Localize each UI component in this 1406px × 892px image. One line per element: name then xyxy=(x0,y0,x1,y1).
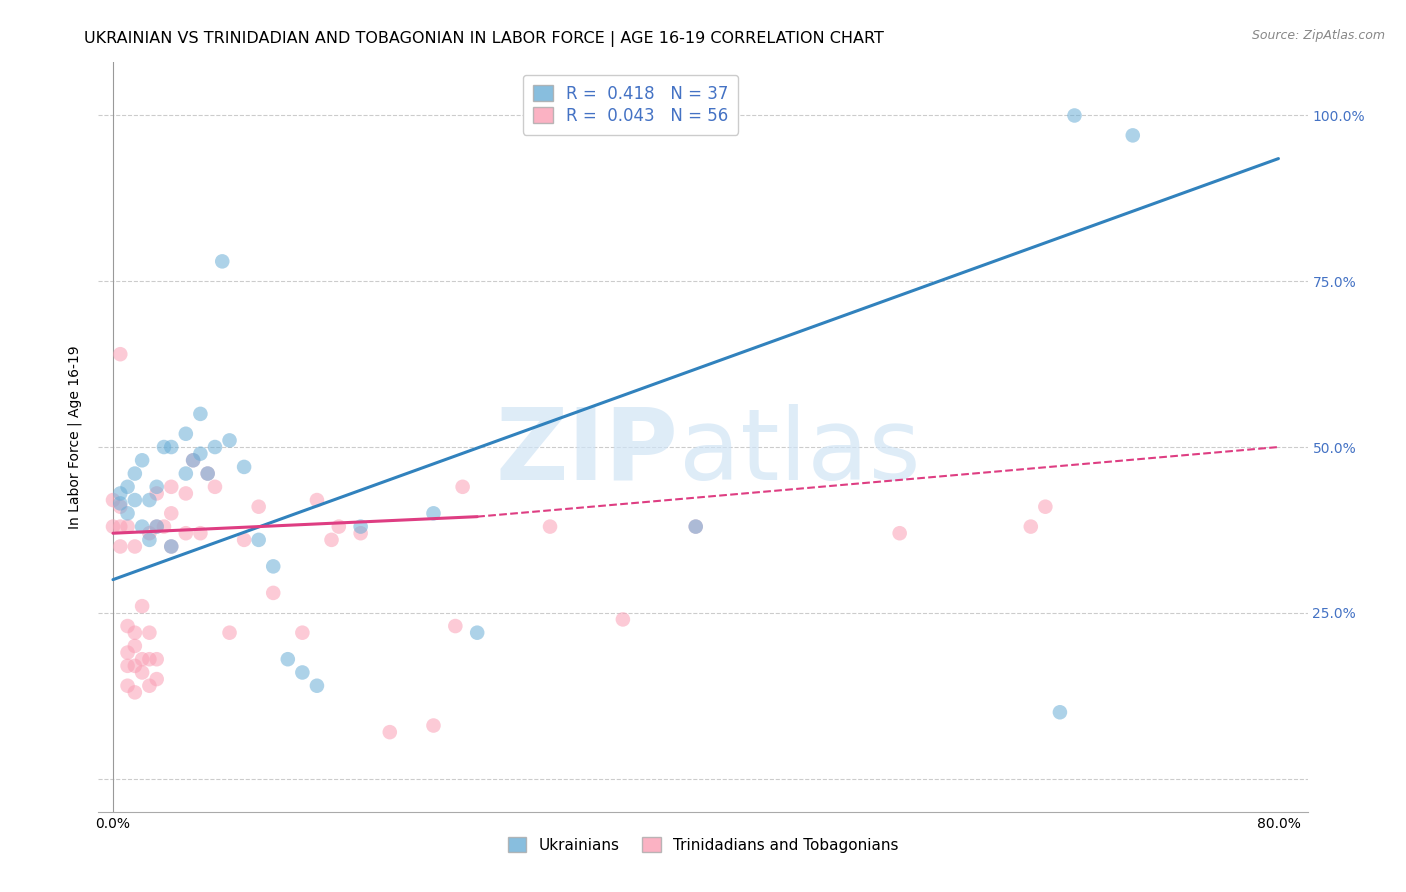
Point xyxy=(138,533,160,547)
Point xyxy=(444,619,467,633)
Point xyxy=(889,526,911,541)
Point xyxy=(378,725,401,739)
Y-axis label: In Labor Force | Age 16-19: In Labor Force | Age 16-19 xyxy=(67,345,83,529)
Point xyxy=(145,480,167,494)
Point xyxy=(422,506,444,520)
Point xyxy=(204,440,226,454)
Point xyxy=(145,652,167,666)
Point xyxy=(1063,108,1085,122)
Point xyxy=(117,480,139,494)
Point xyxy=(1122,128,1144,143)
Point xyxy=(131,599,153,614)
Text: atlas: atlas xyxy=(679,403,921,500)
Point xyxy=(174,486,197,500)
Point xyxy=(145,519,167,533)
Text: UKRAINIAN VS TRINIDADIAN AND TOBAGONIAN IN LABOR FORCE | AGE 16-19 CORRELATION C: UKRAINIAN VS TRINIDADIAN AND TOBAGONIAN … xyxy=(84,31,884,47)
Point xyxy=(131,665,153,680)
Point xyxy=(1033,500,1056,514)
Point xyxy=(138,652,160,666)
Point xyxy=(117,519,139,533)
Point xyxy=(160,506,183,520)
Point xyxy=(277,652,299,666)
Point xyxy=(138,679,160,693)
Point xyxy=(174,467,197,481)
Point xyxy=(153,440,176,454)
Point xyxy=(465,625,488,640)
Point xyxy=(685,519,707,533)
Text: ZIP: ZIP xyxy=(496,403,679,500)
Point xyxy=(117,646,139,660)
Point xyxy=(218,434,240,448)
Point xyxy=(131,453,153,467)
Point xyxy=(124,493,146,508)
Point xyxy=(160,540,183,554)
Point xyxy=(145,486,167,500)
Point xyxy=(233,459,256,474)
Point xyxy=(145,672,167,686)
Point xyxy=(204,480,226,494)
Point xyxy=(145,519,167,533)
Point xyxy=(110,540,132,554)
Point xyxy=(190,526,212,541)
Point xyxy=(138,493,160,508)
Point xyxy=(305,493,328,508)
Point xyxy=(247,500,270,514)
Point xyxy=(1049,705,1071,719)
Point xyxy=(218,625,240,640)
Point xyxy=(305,679,328,693)
Point xyxy=(262,559,284,574)
Point xyxy=(328,519,350,533)
Point xyxy=(451,480,474,494)
Point xyxy=(110,496,132,510)
Point xyxy=(174,526,197,541)
Point xyxy=(190,447,212,461)
Point xyxy=(350,526,373,541)
Point xyxy=(160,480,183,494)
Point xyxy=(124,658,146,673)
Point xyxy=(124,625,146,640)
Point xyxy=(110,347,132,361)
Point xyxy=(197,467,219,481)
Point xyxy=(124,467,146,481)
Point xyxy=(110,519,132,533)
Point xyxy=(138,625,160,640)
Point xyxy=(181,453,204,467)
Point xyxy=(211,254,233,268)
Point xyxy=(247,533,270,547)
Point xyxy=(153,519,176,533)
Legend: Ukrainians, Trinidadians and Tobagonians: Ukrainians, Trinidadians and Tobagonians xyxy=(501,830,905,860)
Point xyxy=(138,526,160,541)
Point xyxy=(197,467,219,481)
Point xyxy=(538,519,561,533)
Point xyxy=(117,619,139,633)
Point xyxy=(117,658,139,673)
Point xyxy=(160,440,183,454)
Point xyxy=(291,625,314,640)
Point xyxy=(101,519,124,533)
Text: Source: ZipAtlas.com: Source: ZipAtlas.com xyxy=(1251,29,1385,42)
Point xyxy=(131,652,153,666)
Point xyxy=(612,612,634,626)
Point xyxy=(350,519,373,533)
Point xyxy=(685,519,707,533)
Point xyxy=(131,519,153,533)
Point xyxy=(110,486,132,500)
Point xyxy=(190,407,212,421)
Point xyxy=(291,665,314,680)
Point xyxy=(110,500,132,514)
Point xyxy=(321,533,343,547)
Point xyxy=(117,506,139,520)
Point xyxy=(1019,519,1042,533)
Point xyxy=(422,718,444,732)
Point xyxy=(117,679,139,693)
Point xyxy=(160,540,183,554)
Point xyxy=(174,426,197,441)
Point xyxy=(101,493,124,508)
Point xyxy=(124,540,146,554)
Point xyxy=(124,685,146,699)
Point xyxy=(124,639,146,653)
Point xyxy=(181,453,204,467)
Point xyxy=(233,533,256,547)
Point xyxy=(262,586,284,600)
